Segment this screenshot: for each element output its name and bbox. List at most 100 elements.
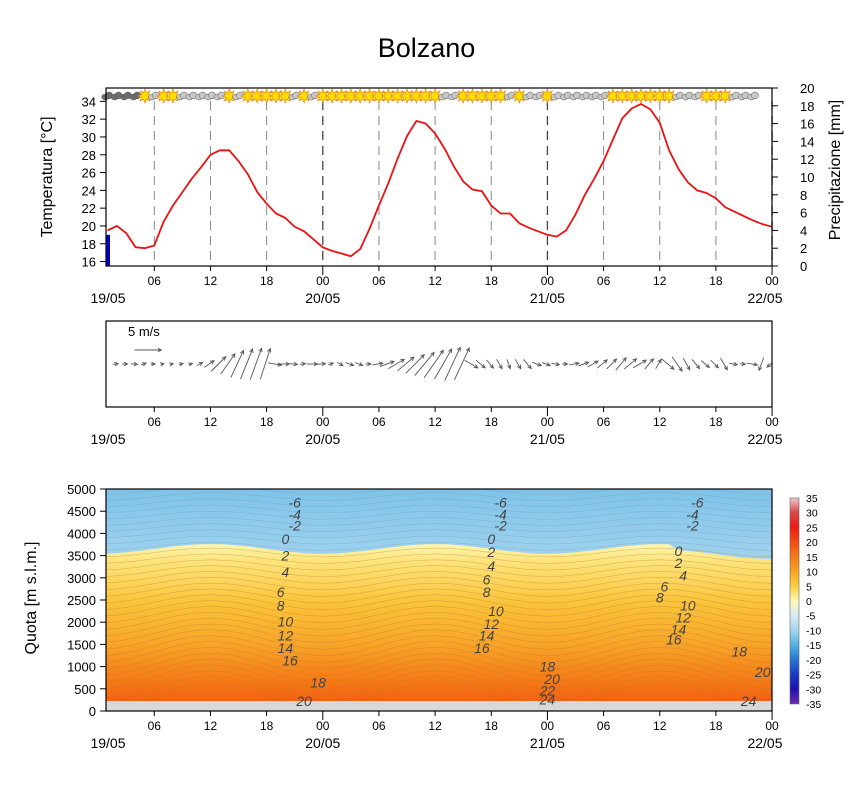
isotherm-line — [106, 635, 772, 657]
isotherm-line — [106, 504, 772, 514]
date-label: 20/05 — [305, 431, 340, 447]
sun-icon — [642, 88, 659, 104]
wind-arrow — [661, 358, 675, 370]
isotherm-line — [106, 623, 772, 643]
hour-tick-label: 12 — [653, 719, 667, 733]
contour-label: 10 — [278, 613, 294, 629]
wind-arrow — [169, 362, 175, 367]
temperature-tick-label: 26 — [82, 166, 96, 181]
hour-tick-label: 18 — [709, 719, 723, 733]
date-label: 22/05 — [747, 431, 782, 447]
hour-tick-label: 06 — [372, 274, 386, 288]
precipitation-tick-label: 4 — [800, 223, 807, 238]
altitude-y-axis: 0 500 1000 1500 2000 2500 3000 3500 4000 4500 5000 — [67, 482, 106, 719]
hour-tick-label: 00 — [541, 719, 555, 733]
wind-plot-frame — [105, 320, 773, 408]
contour-label: 12 — [278, 628, 294, 644]
temperature-tick-label: 16 — [82, 255, 96, 270]
wind-arrow — [710, 359, 720, 369]
time-axis-heatmap: 06 12 18 00 06 12 18 00 06 12 18 00 19/05 20/05 21/05 2… — [90, 711, 783, 751]
wind-arrow — [388, 358, 406, 369]
temperature-tick-label: 28 — [82, 148, 96, 163]
daytime-warm-core — [124, 628, 315, 711]
time-axis-temperature: 06 12 18 00 06 12 18 00 06 12 18 00 19/05 20/05 21/05 2… — [90, 266, 783, 306]
isotherm-line — [106, 510, 772, 520]
date-label: 21/05 — [530, 290, 565, 306]
colorbar-tick-label: 0 — [806, 596, 812, 608]
hour-tick-label: 06 — [148, 274, 162, 288]
hour-tick-label: 00 — [765, 274, 779, 288]
sun-icon — [427, 88, 443, 104]
wind-arrow — [644, 357, 655, 370]
precipitation-axis-label: Precipitazione [mm] — [827, 100, 844, 241]
sun-icon — [314, 88, 331, 104]
wind-arrow — [700, 360, 711, 369]
colorbar-tick-label: 5 — [806, 581, 812, 593]
hour-tick-label: 00 — [765, 415, 779, 429]
wind-arrow — [249, 347, 263, 380]
cloud-icon — [148, 91, 160, 101]
contour-labels: -6-4-202468101214161820-6-4-202468101214… — [277, 494, 771, 709]
sun-icon — [324, 88, 340, 104]
contour-label: 14 — [671, 621, 687, 637]
temperature-axis-label: Temperatura [°C] — [39, 116, 56, 237]
isotherm-line — [106, 658, 772, 683]
precipitation-bar — [106, 234, 110, 266]
contour-label: 6 — [483, 572, 491, 588]
contour-label: -4 — [686, 506, 699, 522]
sun-icon — [296, 88, 312, 104]
isotherm-line — [106, 517, 772, 526]
contour-label: -2 — [494, 517, 507, 533]
isotherm-line — [106, 542, 772, 551]
sun-icon — [708, 88, 724, 104]
cloud-icon — [307, 91, 319, 101]
wind-arrow — [188, 362, 194, 367]
wind-arrow — [345, 362, 355, 367]
altitude-tick-label: 4500 — [67, 504, 96, 519]
contour-label: -2 — [288, 517, 301, 533]
sun-icon — [651, 88, 668, 104]
date-label: 22/05 — [747, 735, 782, 751]
sun-icon — [408, 88, 425, 104]
contour-label: 4 — [281, 564, 289, 580]
contour-label: 2 — [280, 548, 289, 564]
temperature-tick-label: 34 — [82, 94, 96, 109]
colorbar-tick-labels: 35 30 25 20 15 10 5 0 -5 -10 -15 -20 -25 -30 -35 — [806, 493, 821, 711]
wind-arrow — [453, 347, 470, 381]
isotherm-line — [106, 652, 772, 676]
wind-arrow — [306, 361, 319, 367]
wind-arrow — [587, 360, 599, 368]
sun-icon — [352, 88, 369, 104]
colorbar-tick-label: -5 — [806, 611, 815, 623]
date-label: 20/05 — [305, 735, 340, 751]
contour-label: 10 — [488, 603, 504, 619]
sun-icon — [698, 88, 715, 104]
contour-label: 2 — [674, 555, 683, 571]
wind-arrow — [210, 355, 227, 372]
wind-arrow — [372, 361, 384, 366]
colorbar-tick-label: -30 — [806, 684, 821, 696]
wind-arrow — [122, 361, 129, 367]
altitude-tick-label: 2500 — [67, 593, 96, 608]
sun-icon — [717, 88, 734, 104]
wind-arrow — [523, 359, 532, 370]
sun-icon — [511, 88, 528, 104]
wind-arrow — [739, 361, 747, 367]
sun-icon — [221, 88, 238, 104]
wind-arrow — [203, 360, 215, 368]
wind-arrow — [414, 351, 435, 376]
sun-icon — [661, 88, 677, 104]
temperature-tick-label: 30 — [82, 130, 96, 145]
dark-cloud-icon — [129, 91, 142, 101]
contour-label: 18 — [732, 644, 748, 660]
sun-icon — [539, 88, 556, 104]
wind-arrow — [259, 347, 272, 380]
wind-reference-arrow — [134, 347, 163, 353]
sun-icon — [137, 88, 153, 104]
hour-tick-label: 12 — [204, 415, 218, 429]
altitude-axis-label: Quota [m s.l.m.] — [23, 542, 40, 655]
precipitation-tick-label: 8 — [800, 188, 807, 203]
temperature-gridlines — [153, 101, 773, 266]
colorbar-tick-label: 35 — [806, 493, 818, 505]
